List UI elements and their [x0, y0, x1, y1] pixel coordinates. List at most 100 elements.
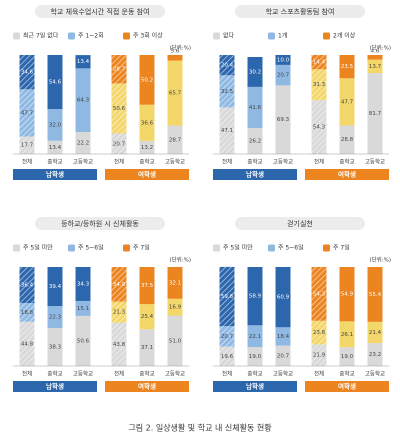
x-tick-label: 중학교 — [139, 158, 154, 166]
group-label: 여학생 — [138, 170, 156, 179]
x-tick-label: 전체 — [314, 370, 324, 378]
legend-label: 2개 이상 — [333, 32, 356, 40]
chart-title: 학교 스포츠활동팀 참여 — [266, 7, 335, 16]
bar-segment — [247, 128, 263, 154]
bar-segment — [47, 306, 63, 329]
bar-segment — [247, 86, 263, 129]
legend-swatch — [68, 32, 75, 40]
hatch — [311, 344, 327, 366]
group-bar — [213, 169, 297, 180]
value-label: 18.4 — [277, 334, 290, 340]
legend-label: 주 5일 미만 — [23, 244, 53, 252]
bar-segment — [47, 328, 63, 366]
x-tick-label: 중학교 — [339, 158, 354, 166]
value-label: 13.4 — [77, 59, 90, 65]
group-label: 남학생 — [246, 170, 264, 179]
group-label: 남학생 — [46, 382, 64, 391]
bar-segment — [339, 267, 355, 322]
legend-swatch — [323, 32, 330, 40]
value-label: 26.2 — [249, 139, 261, 145]
unit-label: (단위:%) — [170, 256, 192, 264]
bar-segment — [47, 109, 63, 141]
value-label: 54.3 — [313, 125, 326, 131]
x-tick-label: 중학교 — [139, 370, 154, 378]
bar-segment — [247, 56, 263, 87]
hatch — [311, 100, 327, 154]
value-label: 64.3 — [77, 98, 90, 104]
bar-segment — [339, 125, 355, 154]
bar-segment — [367, 73, 383, 154]
legend-swatch — [268, 244, 275, 252]
legend-label: 주 3회 이상 — [133, 32, 163, 40]
value-label: 54.9 — [341, 292, 354, 298]
value-label: 20.7 — [277, 73, 290, 79]
value-label: 37.1 — [141, 345, 153, 351]
bar-segment — [139, 140, 155, 154]
value-label: 22.3 — [49, 315, 62, 321]
caption: 그림 2. 일상생활 및 학교 내 신체활동 현황 — [128, 423, 272, 433]
bar-segment — [275, 55, 291, 65]
x-tick-label: 전체 — [222, 370, 232, 378]
bar-segment — [247, 267, 263, 326]
bar-segment — [139, 55, 155, 105]
bar-segment — [339, 347, 355, 366]
bar-segment — [339, 78, 355, 126]
hatch — [219, 346, 235, 366]
legend-swatch — [68, 244, 75, 252]
legend-label: 1개 — [278, 32, 287, 40]
value-label: 34.6 — [21, 70, 34, 76]
chart-title: 등하교/등하원 시 신체활동 — [61, 219, 139, 228]
value-label: 13.2 — [141, 145, 153, 151]
value-label: 41.6 — [249, 105, 262, 111]
value-label: 69.3 — [277, 117, 290, 123]
value-label: 25.4 — [141, 314, 154, 320]
bar-segment — [167, 125, 183, 154]
x-tick-label: 고등학교 — [273, 158, 293, 166]
title-box — [235, 5, 365, 18]
hatch — [111, 133, 127, 154]
x-tick-label: 중학교 — [247, 370, 262, 378]
value-label: 39.4 — [49, 284, 62, 290]
bar-segment — [275, 345, 291, 366]
group-label: 남학생 — [46, 170, 64, 179]
value-label: 19.6 — [221, 354, 234, 360]
bar-segment — [275, 85, 291, 154]
legend-swatch — [323, 244, 330, 252]
x-tick-label: 전체 — [114, 370, 124, 378]
value-label: 54.3 — [313, 291, 326, 297]
hatch — [19, 89, 35, 137]
value-label: 37.5 — [141, 283, 154, 289]
value-label: 17.7 — [21, 143, 34, 149]
value-label: 51.0 — [169, 338, 182, 344]
value-label: 23.5 — [341, 64, 354, 70]
bar-segment — [75, 55, 91, 69]
value-label: 32.5 — [221, 89, 234, 95]
bar-segment — [139, 104, 155, 141]
bar-segment — [247, 347, 263, 366]
legend-label: 주 7일 — [133, 244, 150, 252]
value-label: 28.8 — [341, 137, 354, 143]
group-label: 남학생 — [246, 382, 264, 391]
value-label: 19.0 — [341, 354, 354, 360]
value-label: 34.9 — [113, 282, 126, 288]
x-tick-label: 중학교 — [47, 158, 62, 166]
bar-segment — [367, 55, 383, 60]
value-label: 60.9 — [277, 295, 290, 301]
bar-segment — [75, 132, 91, 154]
bar-segment — [167, 298, 183, 316]
hatch — [219, 107, 235, 154]
value-label: 44.8 — [21, 341, 34, 347]
value-label: 38.3 — [49, 345, 62, 351]
value-label: 26.1 — [341, 332, 353, 338]
value-label: 20.7 — [277, 353, 290, 359]
chart-title: 학교 체육수업시간 직접 운동 참여 — [50, 7, 149, 16]
bar-segment — [167, 55, 183, 61]
value-label: 47.7 — [21, 110, 34, 116]
bar-segment — [247, 325, 263, 348]
x-tick-label: 중학교 — [47, 370, 62, 378]
title-box — [35, 5, 165, 18]
legend-label: 주 5일 미만 — [223, 244, 253, 252]
x-tick-label: 전체 — [222, 158, 232, 166]
legend-swatch — [268, 32, 275, 40]
bar-segment — [367, 267, 383, 322]
